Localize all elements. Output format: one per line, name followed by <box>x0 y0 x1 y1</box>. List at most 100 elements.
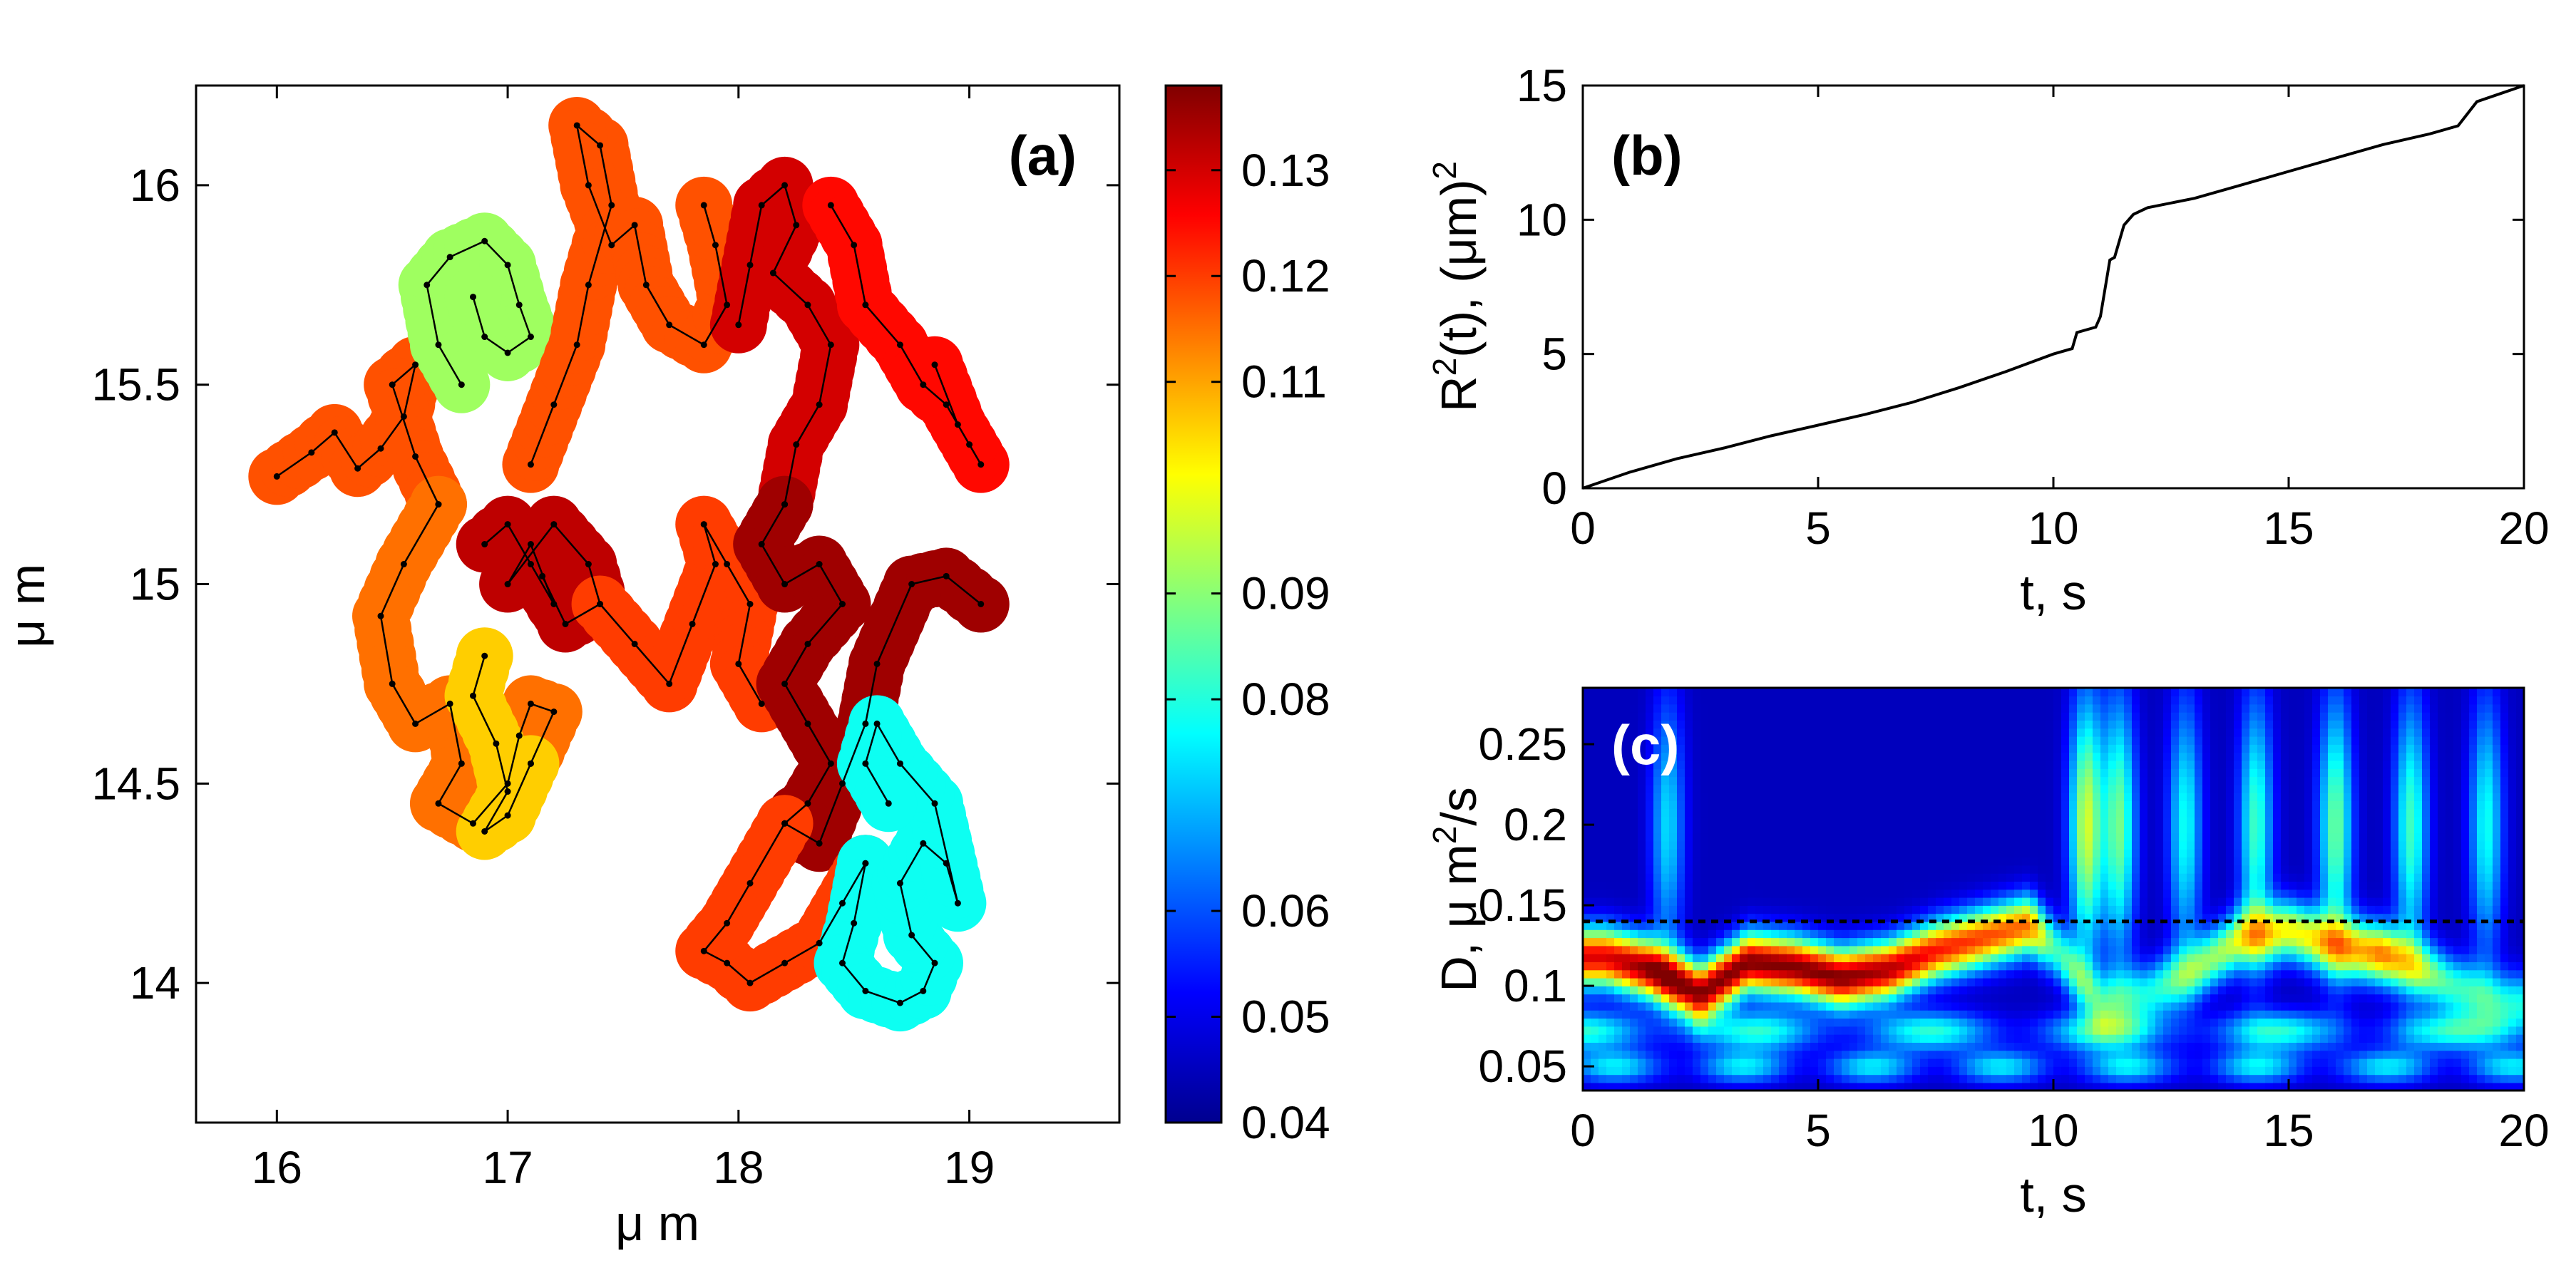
heatmap-cell <box>1959 921 1968 930</box>
heatmap-cell <box>1904 913 1913 922</box>
heatmap-cell <box>2085 986 2093 995</box>
heatmap-cell <box>1708 857 1717 866</box>
heatmap-cell <box>1763 816 1772 825</box>
heatmap-cell <box>1928 1001 1936 1011</box>
heatmap-cell <box>1700 832 1709 842</box>
heatmap-cell <box>2218 728 2227 737</box>
heatmap-cell <box>2014 728 2023 737</box>
heatmap-cell <box>2006 937 2015 947</box>
heatmap-cell <box>1959 969 1968 979</box>
heatmap-cell <box>1834 913 1842 922</box>
heatmap-cell <box>2163 986 2172 995</box>
heatmap-cell <box>2093 969 2101 979</box>
heatmap-cell <box>1771 776 1780 785</box>
heatmap-cell <box>1606 977 1615 986</box>
heatmap-cell <box>1795 1010 1803 1019</box>
heatmap-cell <box>2100 800 2109 810</box>
heatmap-cell <box>2093 832 2101 842</box>
heatmap-cell <box>1951 784 1960 793</box>
heatmap-cell <box>1810 688 1819 697</box>
heatmap-cell <box>1677 688 1685 697</box>
heatmap-cell <box>1904 937 1913 947</box>
heatmap-cell <box>1661 1010 1670 1019</box>
heatmap-cell <box>1708 825 1717 834</box>
heatmap-cell <box>1622 969 1631 979</box>
heatmap-cell <box>1716 703 1725 713</box>
heatmap-cell <box>1591 816 1599 825</box>
heatmap-cell <box>2124 1010 2133 1019</box>
heatmap-cell <box>2061 1010 2070 1019</box>
heatmap-cell <box>1787 872 1795 882</box>
heatmap-cell <box>2147 744 2156 753</box>
heatmap-cell <box>2179 832 2187 842</box>
trajectory-point <box>746 601 754 607</box>
heatmap-cell <box>1983 736 1991 745</box>
heatmap-cell <box>2014 994 2023 1003</box>
heatmap-cell <box>1787 792 1795 801</box>
heatmap-cell <box>1661 768 1670 778</box>
heatmap-cell <box>2085 1074 2093 1083</box>
heatmap-cell <box>2234 865 2242 874</box>
heatmap-cell <box>1849 832 1858 842</box>
heatmap-cell <box>1693 784 1701 793</box>
heatmap-cell <box>1849 857 1858 866</box>
heatmap-cell <box>2234 1033 2242 1043</box>
heatmap-cell <box>1677 857 1685 866</box>
heatmap-cell <box>1842 872 1850 882</box>
heatmap-cell <box>1677 736 1685 745</box>
heatmap-cell <box>2202 696 2211 705</box>
heatmap-cell <box>1951 913 1960 922</box>
colorbar-tick-label: 0.09 <box>1241 568 1330 619</box>
heatmap-cell <box>1630 1042 1638 1051</box>
heatmap-cell <box>2100 881 2109 890</box>
heatmap-cell <box>1889 736 1897 745</box>
heatmap-cell <box>2053 849 2062 858</box>
heatmap-cell <box>1897 1001 1905 1011</box>
heatmap-cell <box>2163 977 2172 986</box>
heatmap-cell <box>1630 1050 1638 1059</box>
heatmap-cell <box>2202 865 2211 874</box>
heatmap-cell <box>1897 816 1905 825</box>
heatmap-cell <box>1881 889 1889 898</box>
heatmap-cell <box>1677 865 1685 874</box>
heatmap-cell <box>1763 1082 1772 1091</box>
heatmap-cell <box>1583 825 1591 834</box>
heatmap-cell <box>1591 728 1599 737</box>
heatmap-cell <box>2140 929 2148 939</box>
heatmap-cell <box>2171 889 2180 898</box>
trajectory-point <box>631 640 638 647</box>
heatmap-cell <box>1646 800 1654 810</box>
heatmap-cell <box>2147 760 2156 769</box>
heatmap-cell <box>2069 816 2078 825</box>
heatmap-cell <box>2116 840 2125 850</box>
heatmap-cell <box>1849 760 1858 769</box>
heatmap-cell <box>1755 736 1764 745</box>
heatmap-cell <box>2006 768 2015 778</box>
heatmap-cell <box>1967 913 1976 922</box>
heatmap-cell <box>2085 1026 2093 1035</box>
heatmap-cell <box>1991 929 1999 939</box>
heatmap-cell <box>1865 784 1874 793</box>
heatmap-cell <box>1583 1033 1591 1043</box>
heatmap-cell <box>2100 696 2109 705</box>
heatmap-cell <box>2210 744 2219 753</box>
heatmap-cell <box>2179 849 2187 858</box>
trajectory-point <box>689 620 696 627</box>
heatmap-cell <box>1834 784 1842 793</box>
heatmap-cell <box>2108 688 2117 697</box>
heatmap-cell <box>1669 897 1678 906</box>
heatmap-cell <box>1606 784 1615 793</box>
heatmap-cell <box>1748 784 1756 793</box>
heatmap-cell <box>2069 703 2078 713</box>
heatmap-cell <box>1591 1074 1599 1083</box>
heatmap-cell <box>2171 752 2180 761</box>
heatmap-cell <box>2218 921 2227 930</box>
heatmap-cell <box>2218 703 2227 713</box>
trajectory-point <box>527 461 534 468</box>
heatmap-cell <box>2171 897 2180 906</box>
trajectory-point <box>896 341 903 349</box>
heatmap-cell <box>2147 1066 2156 1076</box>
trajectory-point <box>666 321 673 329</box>
heatmap-cell <box>1802 969 1811 979</box>
heatmap-cell <box>1630 736 1638 745</box>
